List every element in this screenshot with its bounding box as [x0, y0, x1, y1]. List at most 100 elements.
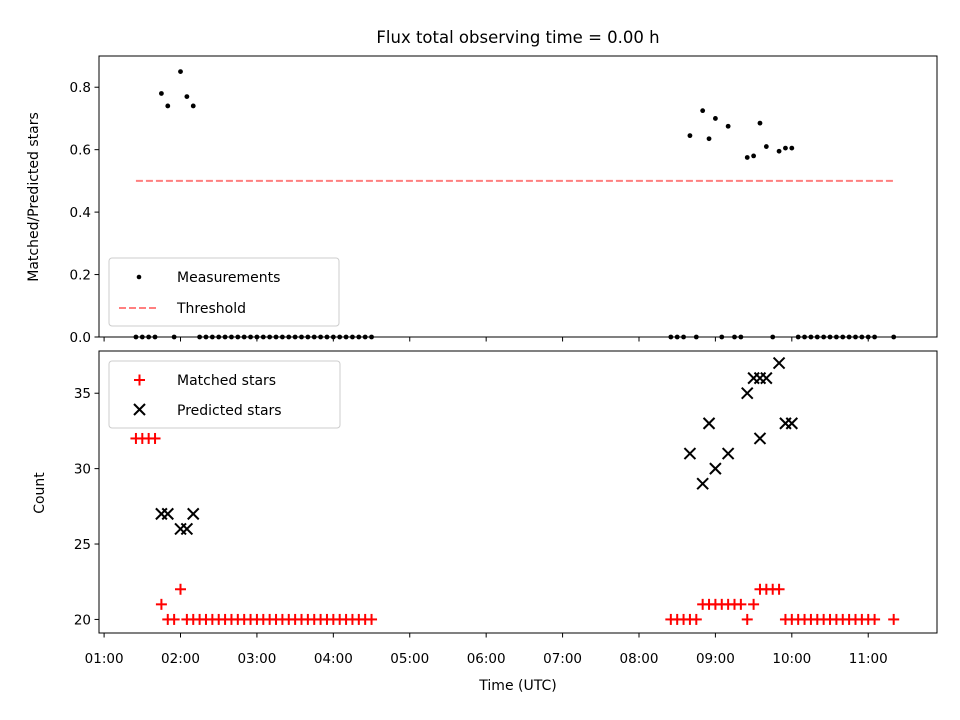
x-tick-label: 11:00 [849, 651, 888, 667]
bottom-x-axis: 01:00 02:00 03:00 04:00 05:00 06:00 07:00 08:00… [85, 633, 888, 667]
measurement-point [279, 334, 285, 340]
measurement-point [299, 334, 304, 340]
matched-star-point [748, 598, 760, 610]
measurement-point [197, 334, 203, 340]
bottom-y-axis: 20 25 30 35 [74, 386, 99, 628]
measurement-point [706, 136, 712, 142]
bottom-y-tick-label: 20 [74, 612, 91, 628]
predicted-star-point [702, 417, 716, 430]
measurement-point [744, 155, 750, 160]
measurement-point [248, 334, 253, 340]
matched-star-point [168, 613, 180, 625]
measurement-point [763, 144, 769, 149]
measurement-point [171, 334, 177, 340]
measurement-point [808, 334, 814, 340]
top-plot-frame [98, 55, 938, 338]
measurement-point [687, 133, 693, 139]
measurement-point [821, 334, 827, 340]
legend-measurements-label: Measurements [177, 270, 280, 286]
matched-star-point [175, 583, 187, 595]
matched-star-point [735, 598, 747, 610]
measurement-point [681, 334, 686, 340]
x-tick-label: 03:00 [237, 651, 276, 667]
measurement-point [362, 334, 368, 340]
bottom-legend: Matched stars Predicted stars [108, 360, 341, 429]
matched-star-point [869, 613, 881, 625]
measurement-point [840, 334, 846, 340]
bottom-plot-frame [98, 350, 938, 634]
measurement-point [139, 334, 145, 340]
top-y-tick-label: 0.2 [70, 268, 91, 284]
measurement-point [674, 334, 680, 340]
measurement-point [859, 334, 865, 340]
x-tick-label: 07:00 [543, 651, 582, 667]
measurement-point [693, 334, 699, 340]
predicted-star-point [709, 462, 722, 475]
legend-predicted-label: Predicted stars [177, 403, 282, 419]
measurement-point [770, 334, 776, 340]
matched-star-point [149, 432, 161, 444]
measurement-point [318, 334, 323, 340]
top-y-axis-label: Matched/Predicted stars [26, 112, 42, 282]
predicted-star-point [753, 432, 767, 445]
top-y-tick-label: 0.0 [70, 330, 91, 346]
measurement-point [853, 334, 858, 340]
measurement-point [713, 116, 718, 121]
predicted-star-point [161, 507, 174, 521]
measurement-point [133, 334, 139, 340]
measurement-point [783, 145, 788, 151]
measurement-point [229, 334, 234, 340]
measurement-point [337, 334, 343, 340]
legend-threshold-label: Threshold [176, 301, 246, 317]
measurement-point [795, 334, 801, 340]
legend-measurements-marker [136, 274, 142, 280]
legend-matched-label: Matched stars [177, 373, 276, 389]
measurement-point [700, 108, 706, 114]
measurement-point [891, 334, 897, 340]
x-tick-label: 10:00 [772, 651, 811, 667]
measurement-point [241, 334, 247, 340]
measurement-point [719, 334, 725, 340]
measurement-point [190, 103, 196, 109]
measurement-point [846, 334, 852, 340]
top-x-axis [103, 337, 869, 342]
top-legend: Measurements Threshold [108, 257, 340, 327]
x-tick-label: 06:00 [467, 651, 506, 667]
legend-predicted-marker [133, 403, 146, 416]
measurement-point [235, 334, 241, 340]
matched-star-point [773, 583, 785, 595]
measurement-point [738, 334, 744, 340]
measurement-point [343, 334, 349, 340]
measurement-point [833, 334, 839, 340]
predicted-star-point [772, 356, 786, 370]
x-tick-label: 04:00 [314, 651, 353, 667]
matched-star-point [690, 613, 702, 625]
measurement-point [260, 334, 266, 340]
bottom-legend-box [108, 360, 341, 429]
x-tick-label: 08:00 [620, 651, 659, 667]
measurement-point [827, 334, 833, 340]
top-y-tick-label: 0.8 [70, 80, 91, 96]
predicted-star-point [696, 477, 709, 490]
bottom-y-tick-label: 30 [74, 462, 91, 478]
measurement-point [311, 334, 317, 340]
predicted-star-point [741, 387, 754, 400]
measurement-point [178, 69, 183, 75]
top-legend-box [108, 257, 340, 327]
predicted-star-point [180, 522, 194, 536]
measurement-point [356, 334, 362, 340]
measurement-point [369, 334, 374, 340]
measurement-point [814, 334, 820, 340]
measurement-point [146, 334, 152, 340]
predicted-star-point [721, 447, 735, 460]
measurement-point [209, 334, 215, 340]
top-y-tick-label: 0.6 [70, 143, 91, 159]
measurement-point [732, 334, 737, 340]
bottom-y-tick-label: 35 [74, 386, 91, 402]
measurement-point [872, 334, 877, 340]
measurement-point [776, 148, 782, 154]
x-tick-label: 09:00 [696, 651, 735, 667]
x-tick-label: 02:00 [161, 651, 200, 667]
measurement-point [350, 334, 355, 340]
